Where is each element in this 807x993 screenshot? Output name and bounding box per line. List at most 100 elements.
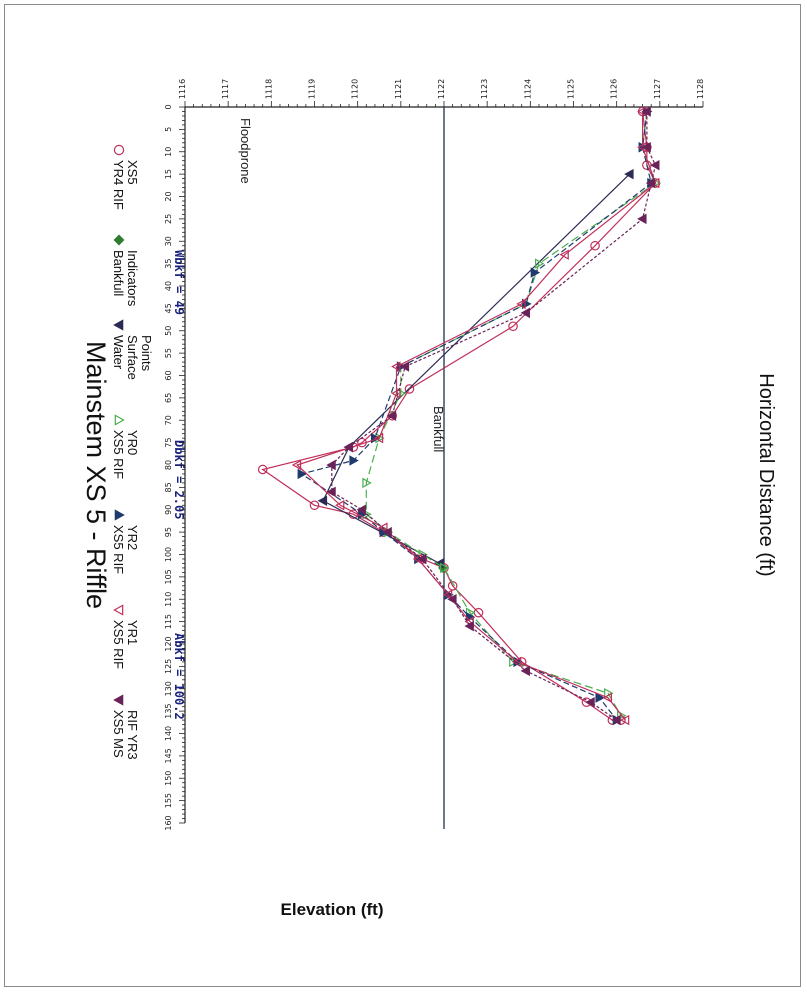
data-point xyxy=(520,665,530,677)
legend-label: Water xyxy=(111,335,126,370)
legend-label: YR0 xyxy=(125,430,140,455)
data-point xyxy=(391,388,401,399)
data-point xyxy=(362,477,372,489)
data-point xyxy=(399,361,410,372)
legend: YR4 RIF XS5 Bankfull Indicators Water Surface… xyxy=(111,144,154,760)
y-tick-label: 1122 xyxy=(437,79,446,99)
x-tick-label: 140 xyxy=(164,726,173,741)
data-point xyxy=(624,168,634,180)
x-tick-label: 35 xyxy=(164,259,173,269)
data-point xyxy=(297,468,307,480)
x-tick-label: 105 xyxy=(164,569,173,584)
data-point xyxy=(650,159,660,171)
x-tick-label: 15 xyxy=(164,169,173,179)
legend-label: XS5 xyxy=(125,160,140,185)
data-point xyxy=(257,464,268,475)
x-tick-label: 40 xyxy=(164,281,173,291)
data-point xyxy=(637,213,647,225)
y-tick-label: 1120 xyxy=(351,79,360,99)
floodprone-label: Floodprone xyxy=(238,118,253,184)
annotation-wbkf: Wbkf = 49 xyxy=(172,250,186,315)
x-tick-label: 80 xyxy=(164,460,173,470)
data-point xyxy=(349,455,359,466)
y-tick-label: 1119 xyxy=(308,79,317,99)
x-tick-label: 0 xyxy=(164,104,173,109)
data-point xyxy=(404,384,415,394)
data-point xyxy=(530,267,541,278)
data-point xyxy=(378,522,388,533)
legend-marker xyxy=(114,414,125,426)
x-tick-label: 30 xyxy=(164,236,173,246)
data-point xyxy=(291,459,302,471)
x-tick-label: 25 xyxy=(164,214,173,224)
data-point xyxy=(326,459,336,471)
x-tick-label: 55 xyxy=(164,348,173,358)
data-point xyxy=(373,432,384,444)
x-tick-label: 115 xyxy=(164,614,173,629)
data-point xyxy=(617,710,627,721)
data-point xyxy=(416,553,427,565)
legend-label: Indicators xyxy=(125,250,140,307)
legend-label: XS5 RIF xyxy=(111,525,126,574)
data-point xyxy=(590,240,600,251)
data-point xyxy=(382,526,392,538)
x-tick-label: 5 xyxy=(164,127,173,132)
x-tick-label: 45 xyxy=(164,303,173,313)
x-tick-label: 20 xyxy=(164,191,173,201)
x-tick-label: 65 xyxy=(164,393,173,403)
data-point xyxy=(326,486,336,498)
data-point xyxy=(343,441,353,453)
data-point xyxy=(619,714,630,726)
y-tick-label: 1126 xyxy=(610,79,619,99)
data-point xyxy=(535,258,545,269)
x-tick-label: 85 xyxy=(164,482,173,492)
x-tick-label: 95 xyxy=(164,527,173,537)
y-tick-label: 1118 xyxy=(264,79,273,99)
x-tick-label: 60 xyxy=(164,370,173,380)
x-tick-label: 155 xyxy=(164,793,173,808)
x-tick-label: 150 xyxy=(164,771,173,786)
y-tick-label: 1124 xyxy=(523,79,532,99)
legend-label: YR4 RIF xyxy=(111,160,126,210)
legend-label: XS5 RIF xyxy=(111,430,126,479)
legend-marker xyxy=(113,694,124,706)
data-point xyxy=(520,307,530,319)
data-point xyxy=(585,696,595,708)
legend-marker xyxy=(113,604,124,616)
y-tick-label: 1116 xyxy=(178,79,187,99)
legend-label: Points xyxy=(139,335,154,372)
x-tick-label: 10 xyxy=(164,147,173,157)
y-tick-label: 1117 xyxy=(221,79,230,99)
data-point xyxy=(511,656,522,668)
plot-area: 0 5 10 15 20 25 30 35 40 45 50 55 60 65 70 75 80 85 90 95 10… xyxy=(164,79,705,831)
data-point xyxy=(645,177,656,189)
legend-label: Bankfull xyxy=(111,250,126,296)
data-point xyxy=(386,410,397,421)
data-point xyxy=(516,298,526,310)
y-tick-label: 1121 xyxy=(394,79,403,99)
page-frame xyxy=(4,4,801,987)
data-point xyxy=(442,589,453,600)
data-point xyxy=(559,249,569,260)
y-tick-label: 1128 xyxy=(696,79,705,99)
x-tick-label: 145 xyxy=(164,748,173,763)
data-point xyxy=(464,620,474,632)
x-tick-label: 75 xyxy=(164,438,173,448)
data-point xyxy=(317,495,328,507)
x-tick-label: 70 xyxy=(164,415,173,425)
legend-marker xyxy=(113,319,124,331)
legend-marker xyxy=(113,144,125,156)
legend-marker xyxy=(113,234,125,246)
data-point xyxy=(440,562,450,574)
data-point xyxy=(334,500,345,511)
legend-label: XS5 RIF xyxy=(111,620,126,669)
x-tick-label: 125 xyxy=(164,659,173,674)
x-tick-label: 100 xyxy=(164,547,173,562)
y-tick-label: 1123 xyxy=(480,79,489,99)
data-point xyxy=(447,581,458,591)
data-point xyxy=(641,106,651,117)
x-tick-label: 135 xyxy=(164,703,173,718)
data-point xyxy=(309,500,320,511)
x-tick-label: 120 xyxy=(164,636,173,651)
x-axis-label: Horizontal Distance (ft) xyxy=(755,373,777,576)
